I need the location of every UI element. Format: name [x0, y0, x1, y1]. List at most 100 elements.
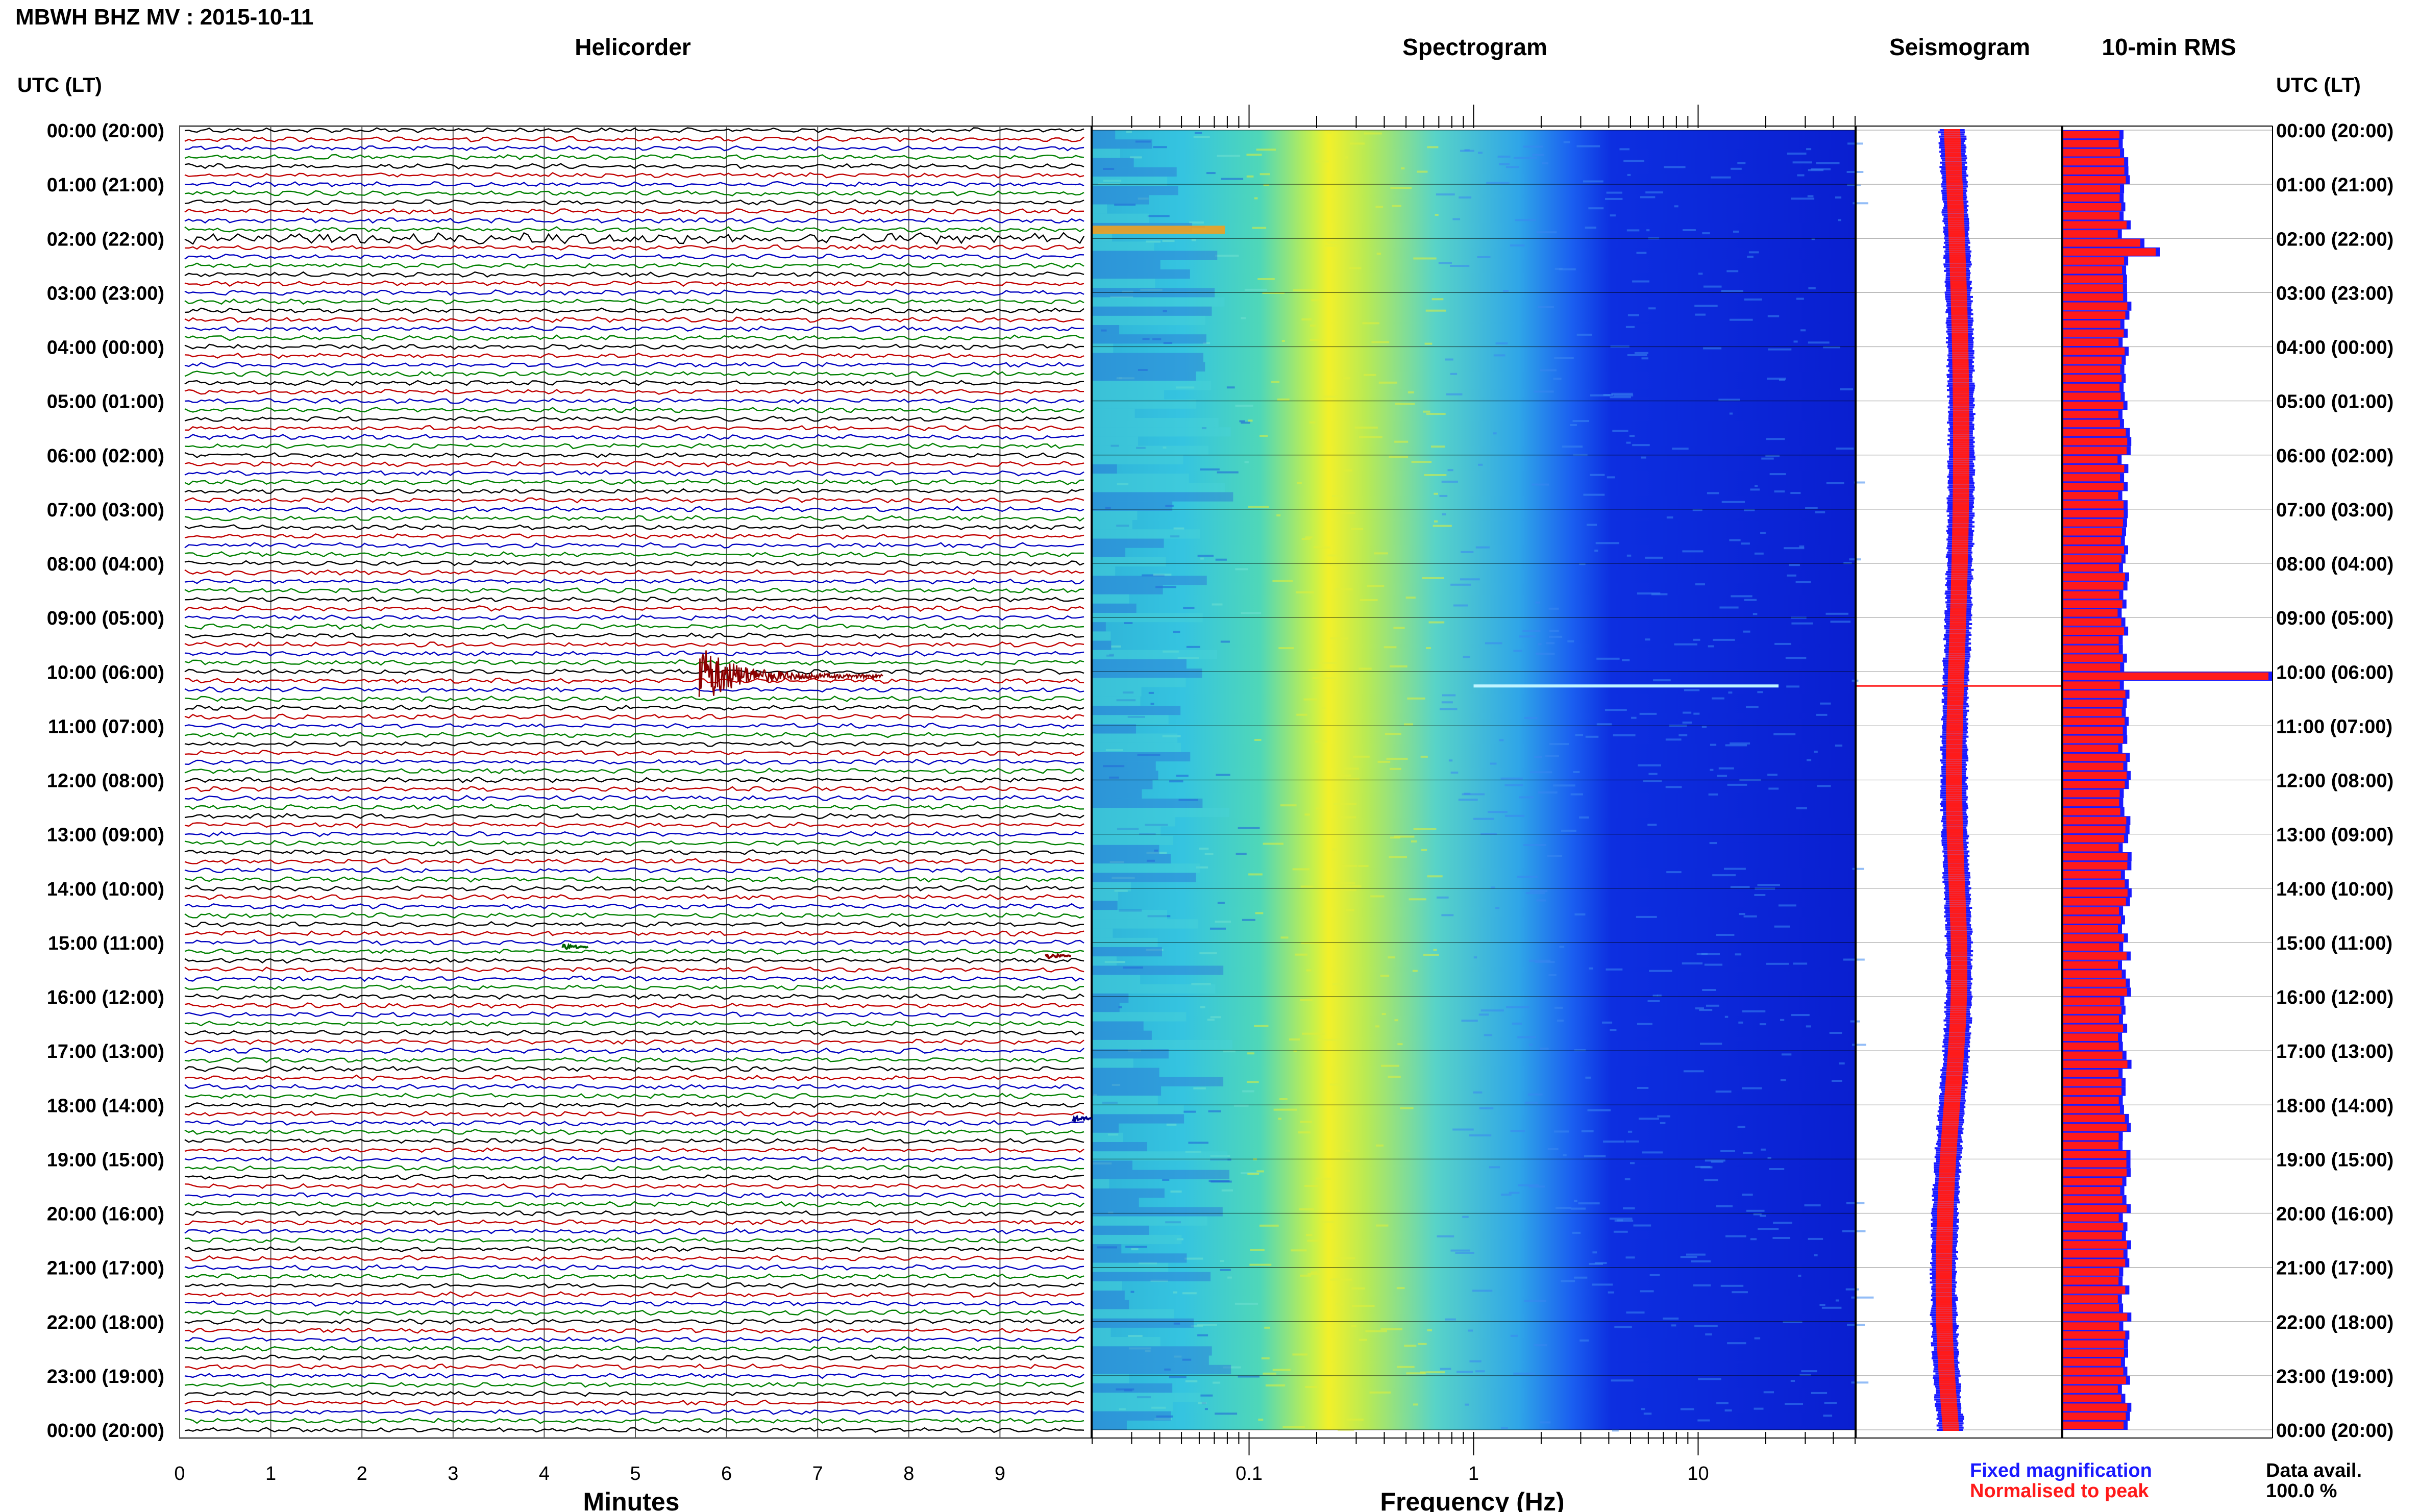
rms-bar-normalised — [2063, 1358, 2121, 1366]
spectrogram-speckle — [1854, 481, 1865, 484]
spectrogram-speckle — [1835, 196, 1842, 199]
spectrogram-speckle — [1703, 285, 1722, 288]
spectrogram-speckle — [1645, 638, 1650, 641]
spectrogram-speckle — [1325, 240, 1342, 243]
spectrogram-speckle — [1547, 1148, 1559, 1150]
spectrogram-lowfreq-band — [1092, 436, 1139, 446]
helicorder-trace — [184, 668, 1084, 675]
spectrogram-speckle — [1108, 1211, 1114, 1214]
rms-bar-normalised — [2063, 609, 2118, 617]
spectrogram-speckle — [1816, 162, 1840, 164]
spectrogram-speckle — [1835, 745, 1843, 747]
rms-bar-normalised — [2063, 907, 2119, 915]
spectrogram-speckle — [1318, 1038, 1340, 1041]
spectrogram-speckle — [1522, 630, 1541, 632]
time-label-right: 03:00 (23:00) — [2276, 283, 2393, 304]
spectrogram-speckle — [1652, 995, 1658, 997]
helicorder-trace — [184, 1093, 1084, 1099]
spectrogram-speckle — [1576, 145, 1600, 147]
spectrogram-speckle — [1702, 989, 1716, 991]
spectrogram-speckle — [1110, 295, 1133, 298]
spectrogram-lowfreq-band — [1092, 455, 1183, 464]
spectrogram-speckle — [1799, 545, 1805, 548]
helicorder-trace — [184, 713, 1084, 720]
spectrogram-lowfreq-band — [1092, 1420, 1127, 1430]
helicorder-trace — [184, 542, 1084, 549]
helicorder-trace — [184, 461, 1084, 467]
spectrogram-speckle — [1570, 424, 1577, 426]
spectrogram-speckle — [1343, 885, 1362, 888]
spectrogram-speckle — [1279, 1098, 1288, 1100]
spectrogram-speckle — [1737, 162, 1746, 164]
rms-bar-normalised — [2063, 148, 2120, 157]
spectrogram-lowfreq-band — [1092, 501, 1173, 511]
spectrogram-speckle — [1163, 310, 1167, 312]
rms-bar-normalised — [2063, 880, 2125, 888]
helicorder-trace — [184, 1038, 1084, 1045]
helicorder-trace — [184, 479, 1084, 485]
rms-bar-normalised — [2063, 1169, 2127, 1177]
spectrogram-speckle — [1743, 1152, 1753, 1154]
spectrogram-speckle — [1173, 1322, 1180, 1325]
spectrogram-speckle — [1634, 352, 1648, 354]
rms-bar-normalised — [2063, 943, 2119, 951]
rms-bar-normalised — [2063, 961, 2118, 969]
spectrogram-speckle — [1441, 914, 1454, 916]
spectrogram-speckle — [1717, 775, 1727, 777]
spectrogram-speckle — [1220, 640, 1230, 643]
spectrogram-speckle — [1767, 774, 1778, 776]
spectrogram-speckle — [1462, 793, 1485, 796]
time-label-left: 17:00 (13:00) — [47, 1041, 164, 1062]
spectrogram-speckle — [1380, 1328, 1402, 1330]
spectrogram-lowfreq-band — [1092, 1068, 1159, 1077]
spectrogram-speckle — [1292, 1353, 1308, 1356]
spectrogram-speckle — [1146, 240, 1161, 243]
spectrogram-speckle — [1753, 1213, 1762, 1216]
spectrogram-speckle — [1709, 842, 1717, 845]
time-label-left: 21:00 (17:00) — [47, 1258, 164, 1279]
spectrogram-speckle — [1757, 691, 1763, 693]
spectrogram-speckle — [1559, 268, 1576, 270]
spectrogram-speckle — [1791, 622, 1813, 625]
spectrogram-speckle — [1798, 1274, 1801, 1277]
spectrogram-speckle — [1217, 155, 1241, 157]
spectrogram-speckle — [1563, 141, 1570, 143]
spectrogram-speckle — [1119, 377, 1134, 380]
spectrogram-lowfreq-band — [1092, 186, 1178, 195]
spectrogram-lowfreq-band — [1092, 733, 1178, 743]
spectrogram-speckle — [1694, 305, 1718, 307]
helicorder-trace — [184, 704, 1084, 711]
helicorder-xlabel: Minutes — [583, 1488, 680, 1512]
helicorder-trace — [184, 1345, 1084, 1352]
rms-bar-normalised — [2063, 862, 2128, 870]
helicorder-trace — [184, 145, 1084, 152]
spectrogram-speckle — [1092, 1162, 1112, 1164]
spectrogram-lowfreq-band — [1092, 1291, 1125, 1300]
time-label-right: 08:00 (04:00) — [2276, 554, 2393, 575]
spectrogram-speckle — [1105, 507, 1111, 509]
time-label-left: 06:00 (02:00) — [47, 445, 164, 467]
rms-bar-normalised — [2063, 176, 2126, 184]
spectrogram-speckle — [1344, 767, 1359, 770]
spectrogram-speckle — [1254, 197, 1258, 200]
spectrogram-speckle — [1280, 936, 1289, 939]
spectrogram-lowfreq-band — [1092, 1142, 1147, 1152]
helicorder-trace — [184, 1129, 1084, 1135]
helicorder-trace — [184, 1318, 1084, 1325]
rms-bar-normalised — [2063, 979, 2126, 987]
spectrogram-speckle — [1351, 528, 1364, 530]
spectrogram-speckle — [1217, 471, 1239, 474]
spectrogram-speckle — [1424, 342, 1433, 345]
spectrogram-speckle — [1196, 866, 1208, 869]
spectrogram-speckle — [1627, 354, 1647, 356]
time-label-right: 12:00 (08:00) — [2276, 771, 2393, 792]
spectrogram-speckle — [1435, 214, 1439, 216]
rms-bar-normalised — [2063, 266, 2122, 274]
helicorder-trace — [184, 1282, 1084, 1289]
spectrogram-speckle — [1164, 1368, 1171, 1371]
spectrogram-lowfreq-band — [1092, 1123, 1119, 1133]
spectrogram-speckle — [1354, 426, 1378, 429]
spectrogram-speckle — [1154, 1418, 1172, 1421]
spectrogram-speckle — [1199, 848, 1209, 850]
spectrogram-speckle — [1212, 603, 1223, 606]
